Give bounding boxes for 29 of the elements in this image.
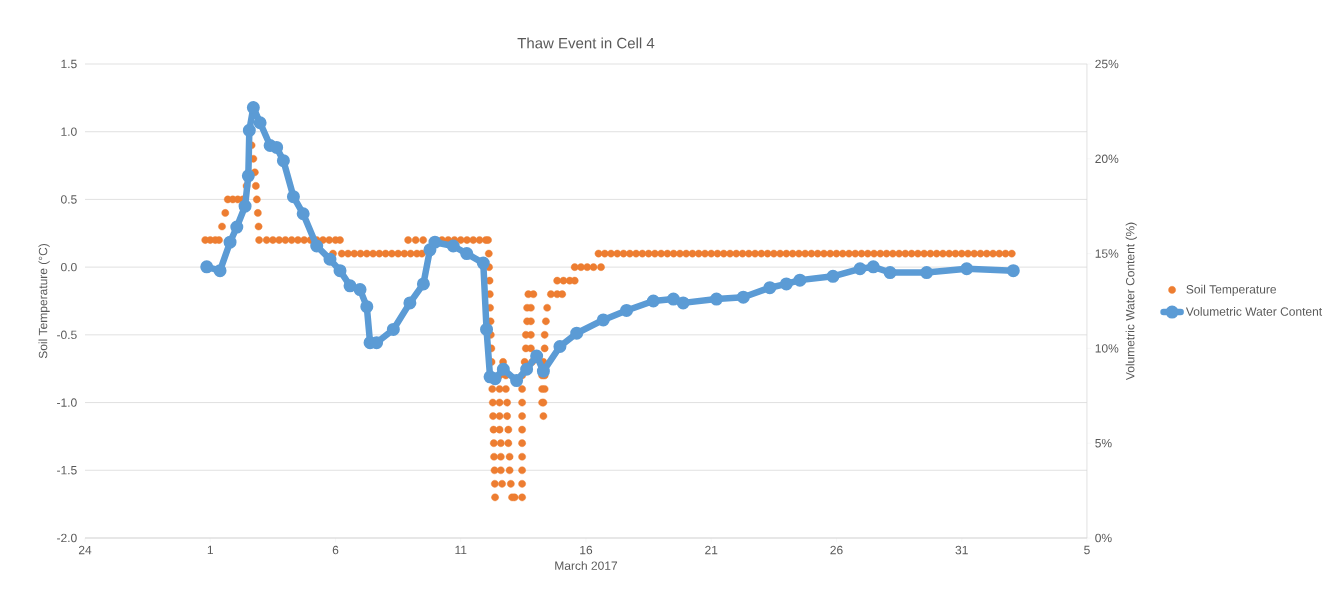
x-tick-label: 16 xyxy=(580,545,593,555)
y2-tick-label: 10% xyxy=(1095,344,1119,353)
y-tick-label: -1.0 xyxy=(57,398,77,407)
y2-axis-title: Volumetric Water Content (%) xyxy=(1125,222,1137,381)
x-tick-label: 5 xyxy=(1084,545,1090,555)
x-tick-label: 21 xyxy=(705,545,718,555)
y2-tick-label: 20% xyxy=(1095,154,1119,164)
y-tick-label: 0.0 xyxy=(61,262,77,272)
y2-tick-label: 5% xyxy=(1095,438,1112,448)
x-tick-label: 24 xyxy=(78,545,92,555)
x-tick-label: 26 xyxy=(830,545,843,555)
x-tick-label: 6 xyxy=(332,545,339,555)
y-tick-label: -1.5 xyxy=(57,466,77,475)
chart-title: Thaw Event in Cell 4 xyxy=(517,37,655,49)
y-tick-label: 0.5 xyxy=(61,195,77,204)
x-tick-label: 31 xyxy=(955,545,968,555)
x-axis-title: March 2017 xyxy=(555,561,618,570)
y-tick-label: 1.0 xyxy=(61,127,77,136)
y-axis-title: Soil Temperature (°C) xyxy=(38,244,50,359)
legend-label: Volumetric Water Content xyxy=(1185,306,1323,316)
y-tick-label: -0.5 xyxy=(57,330,77,340)
y-tick-label: 1.5 xyxy=(61,59,77,69)
legend-label: Soil Temperature xyxy=(1186,284,1277,296)
y2-tick-label: 25% xyxy=(1095,59,1119,69)
x-tick-label: 11 xyxy=(455,545,467,555)
x-tick-label: 1 xyxy=(207,545,213,555)
y2-tick-label: 0% xyxy=(1095,533,1112,543)
y-tick-label: -2.0 xyxy=(57,533,77,543)
y2-tick-label: 15% xyxy=(1095,249,1119,258)
